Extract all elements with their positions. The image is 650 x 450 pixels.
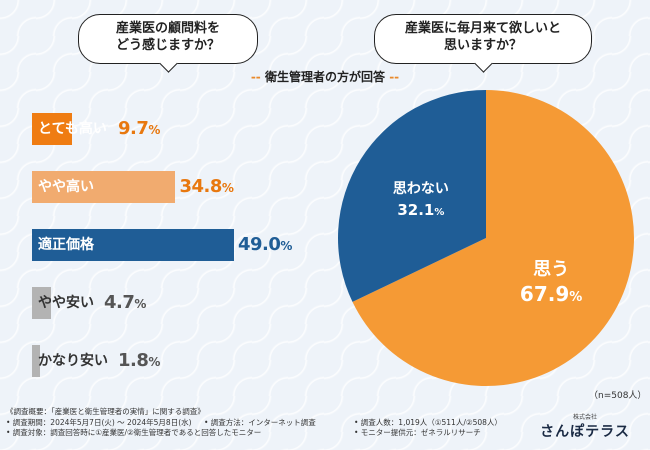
subtitle-dash-right: -- <box>389 70 400 84</box>
question-left-line2: どう感じますか？ <box>115 38 220 53</box>
question-right-line1: 産業医に毎月来て欲しいと <box>404 21 561 36</box>
brand-name: さんぽテラス <box>540 424 630 440</box>
note-method: • 調査方法：インターネット調査 <box>204 417 316 427</box>
question-bubble-right: 産業医に毎月来て欲しいと 思いますか？ <box>374 14 592 64</box>
bar-5 <box>32 345 40 377</box>
notes-row-1: • 調査期間：2024年5月7日(火) ～ 2024年5月8日(水) • 調査方法… <box>6 418 526 429</box>
bar-value-label: 4.7% <box>104 292 146 313</box>
question-left-line1: 産業医の顧問料を <box>115 21 220 36</box>
pie-slice-2 <box>338 90 486 302</box>
pie-slice-value: 32.1% <box>397 201 444 219</box>
bar-category-label: 適正価格 <box>38 237 94 253</box>
bar-3 <box>32 229 234 261</box>
respondent-subtitle: -- 衛生管理者の方が回答 -- <box>0 68 650 85</box>
bar-value-label: 1.8% <box>118 350 160 371</box>
notes-heading: 《調査概要：「産業医と衛生管理者の実情」に関する調査》 <box>6 407 205 416</box>
bar-1 <box>32 113 72 145</box>
pie-slice-1 <box>352 90 634 386</box>
note-provider: • モニター提供元：ゼネラルリサーチ <box>354 428 481 437</box>
bar-4 <box>32 287 52 319</box>
pie-slice-value: 67.9% <box>520 282 582 306</box>
subtitle-dash-left: -- <box>250 70 261 84</box>
bar-2 <box>32 171 176 203</box>
subtitle-text: 衛生管理者の方が回答 <box>264 70 385 84</box>
pie-slice-label: 思う <box>533 259 569 280</box>
brand-logo: 株式会社 さんぽテラス <box>540 412 630 441</box>
question-right-line2: 思いますか？ <box>443 38 522 53</box>
bar-category-label: やや高い <box>38 179 94 195</box>
sample-size-note: （n=508人） <box>589 391 647 401</box>
bar-value-label: 9.7% <box>118 118 160 139</box>
pie-slice-label: 思わない <box>393 181 449 197</box>
brand-company-prefix: 株式会社 <box>572 414 597 421</box>
note-period: • 調査期間：2024年5月7日(火) ～ 2024年5月8日(水) <box>6 417 192 427</box>
notes-row-2: • 調査対象：調査回答時に①産業医/②衛生管理者であると回答したモニター • モニ… <box>6 428 526 439</box>
survey-notes: 《調査概要：「産業医と衛生管理者の実情」に関する調査》 • 調査期間：2024年… <box>6 407 526 439</box>
note-count: • 調査人数：1,019人（①511人/②508人） <box>354 417 502 427</box>
bar-value-label: 49.0% <box>238 234 292 255</box>
bar-category-label: かなり安い <box>38 353 108 369</box>
bar-category-label: やや安い <box>38 295 94 311</box>
note-target: • 調査対象：調査回答時に①産業医/②衛生管理者であると回答したモニター <box>6 428 262 437</box>
question-bubble-left: 産業医の顧問料を どう感じますか？ <box>78 14 258 64</box>
bar-category-label: とても高い <box>38 121 107 137</box>
bar-value-label: 34.8% <box>179 176 234 197</box>
